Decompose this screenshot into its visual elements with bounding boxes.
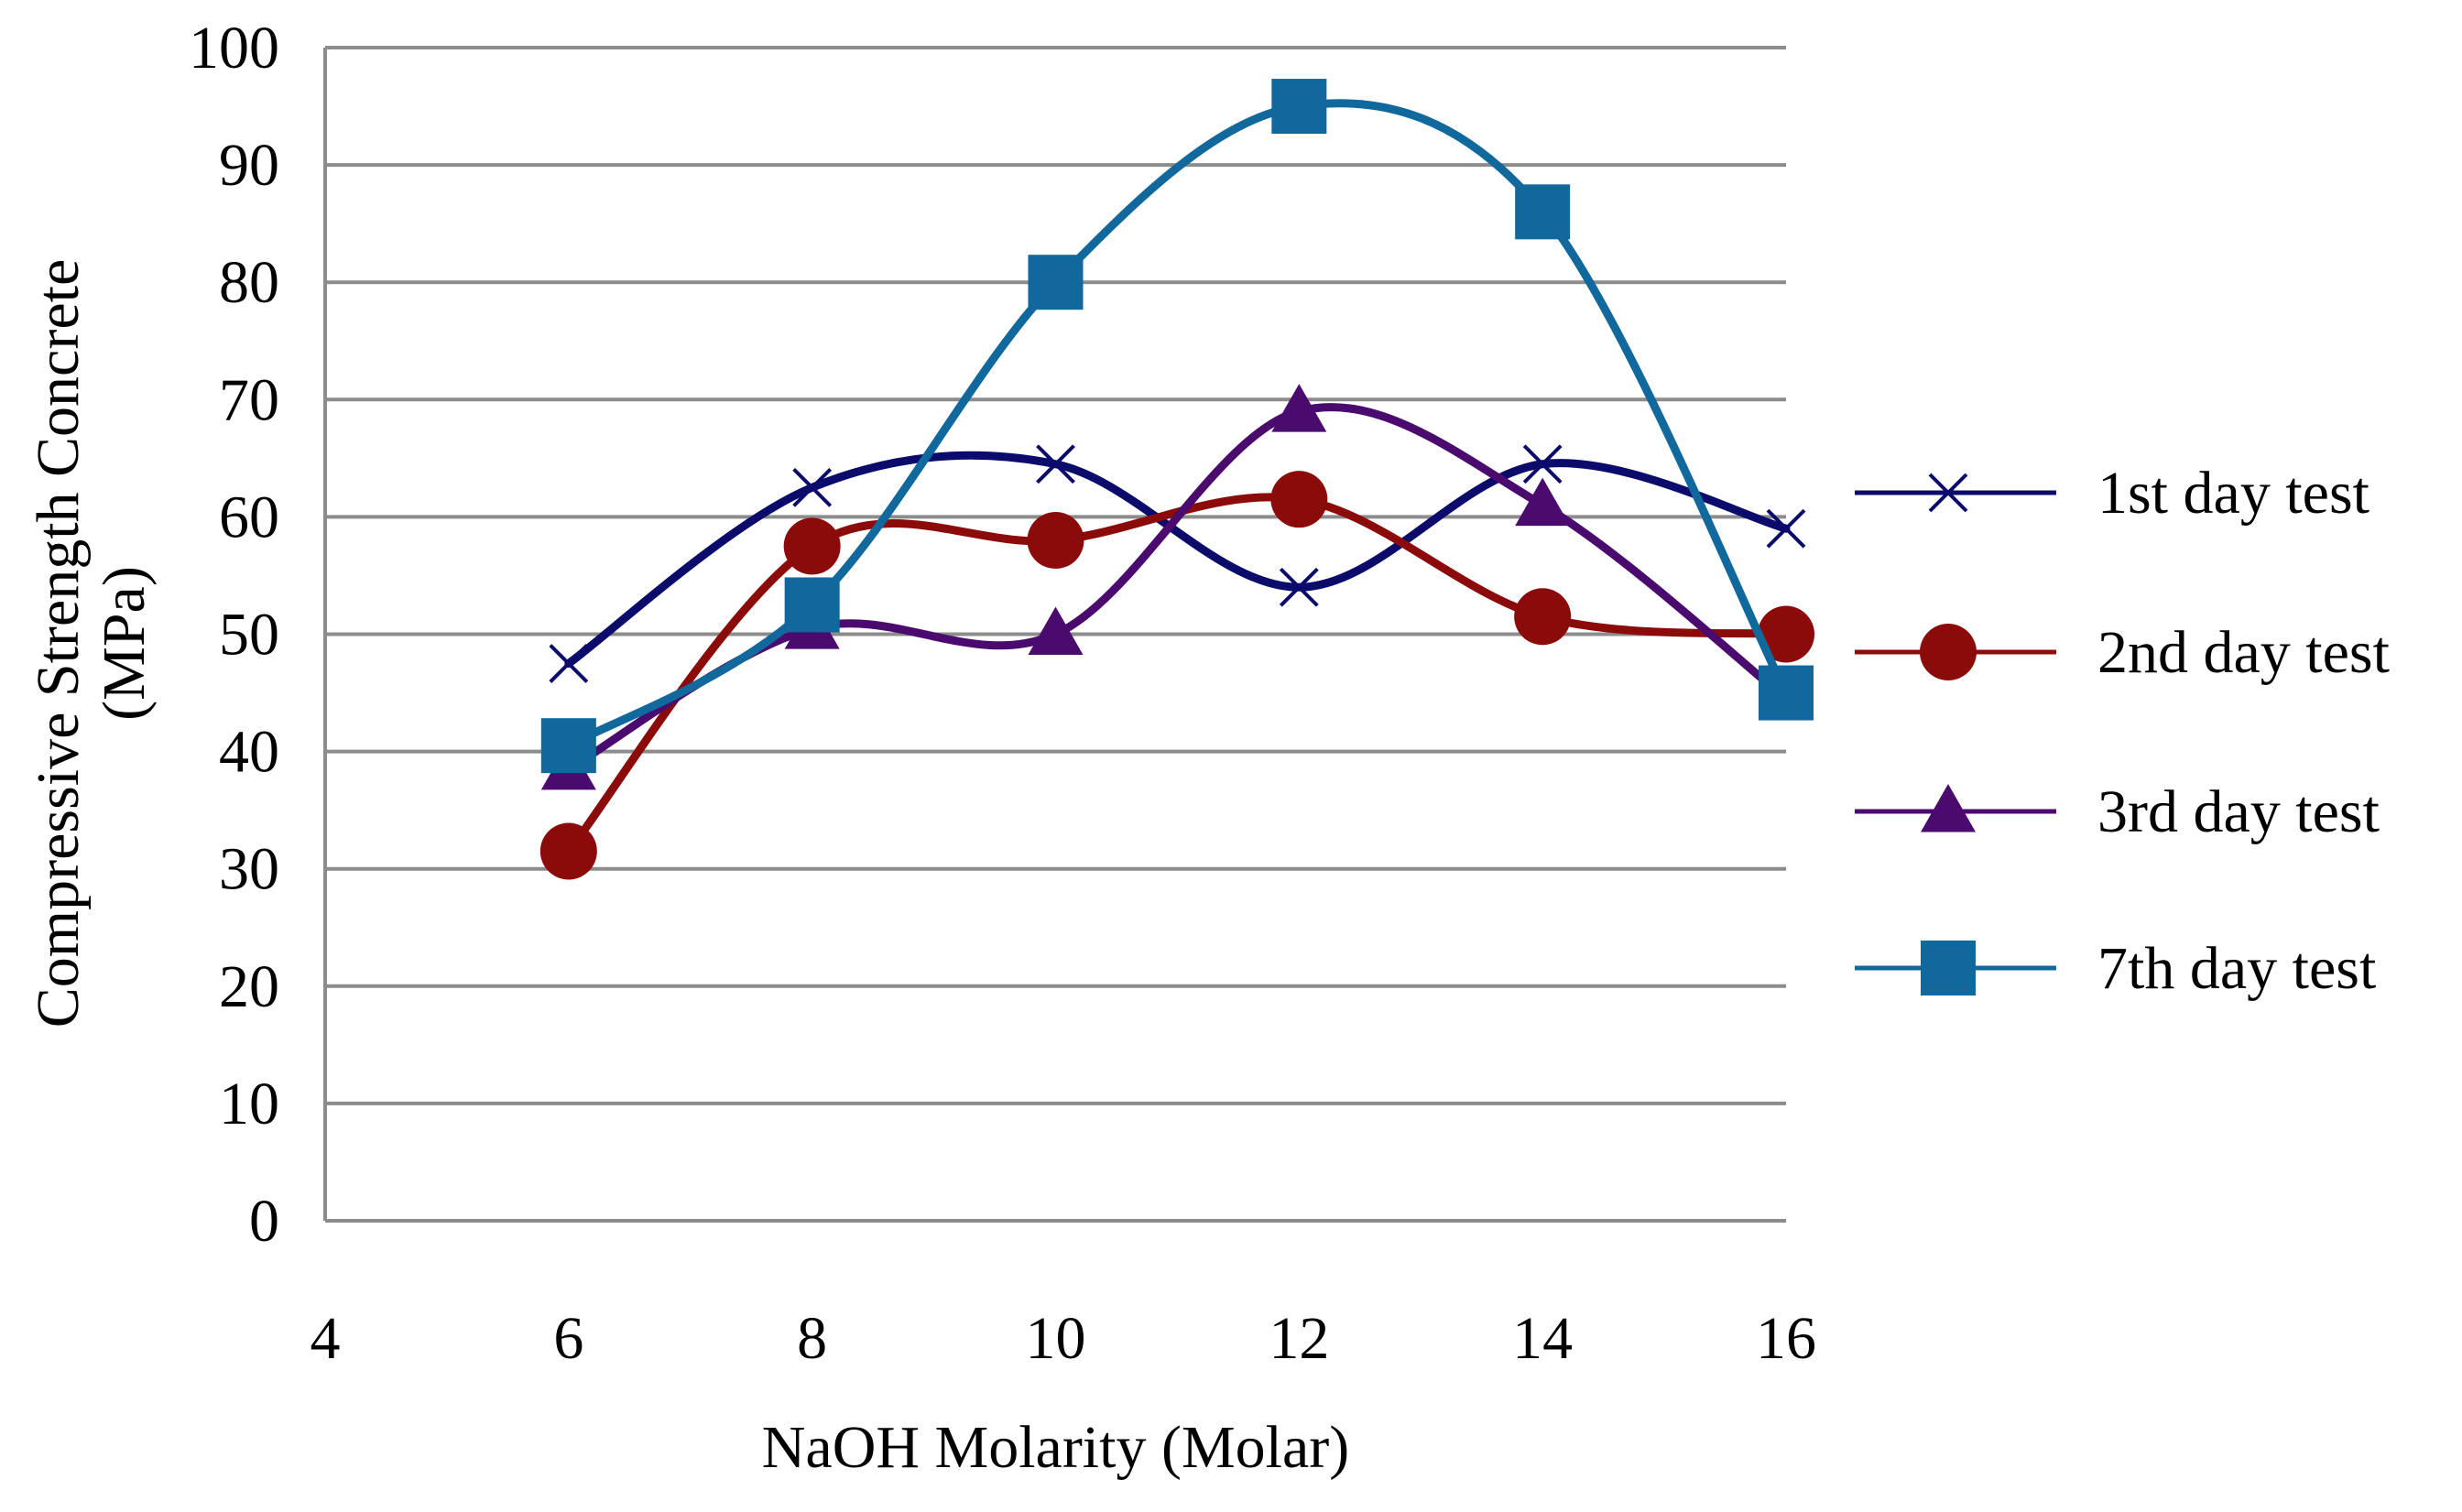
y-tick-label: 50 (219, 602, 279, 669)
legend-label: 2nd day test (2097, 619, 2390, 686)
y-tick-label: 80 (219, 249, 279, 316)
x-tick-label: 12 (1269, 1305, 1329, 1372)
data-point-square (540, 718, 596, 774)
x-tick-label: 8 (797, 1305, 827, 1372)
x-axis-title: NaOH Molarity (Molar) (762, 1414, 1350, 1481)
data-point-circle (783, 517, 841, 575)
y-tick-label: 40 (219, 719, 279, 786)
legend-item: 2nd day test (1855, 619, 2390, 686)
series-3 (540, 384, 1814, 790)
x-axis-ticks: 4 6 8 10 12 14 16 (310, 1305, 1817, 1372)
y-tick-label: 20 (219, 953, 279, 1020)
data-point-square (1515, 184, 1571, 240)
legend-marker-x (1928, 473, 1968, 513)
data-point-square (1028, 255, 1084, 310)
legend: 1st day test 2nd day test 3rd day test 7th … (1855, 460, 2390, 1002)
data-point-circle (539, 822, 597, 880)
x-tick-label: 6 (553, 1305, 583, 1372)
y-tick-label: 0 (249, 1188, 279, 1255)
x-tick-label: 14 (1512, 1305, 1573, 1372)
data-point-circle (1270, 471, 1328, 528)
legend-item: 7th day test (1855, 935, 2376, 1002)
data-point-circle (1514, 588, 1572, 646)
x-tick-label: 4 (310, 1305, 341, 1372)
y-axis-title-line: (MPa) (91, 566, 158, 721)
data-point-x (792, 467, 833, 507)
x-tick-label: 16 (1756, 1305, 1816, 1372)
legend-marker-circle (1920, 624, 1977, 680)
x-tick-label: 10 (1026, 1305, 1086, 1372)
series-group (539, 79, 1814, 880)
legend-marker-square (1921, 941, 1976, 995)
y-axis-title: Compressive Strength Concrete(MPa) (25, 259, 158, 1028)
series-line (564, 451, 1791, 669)
legend-label: 1st day test (2097, 460, 2369, 527)
data-point-circle (1758, 605, 1814, 663)
legend-label: 3rd day test (2097, 778, 2380, 845)
y-axis-title-line: Compressive Strength Concrete (25, 259, 92, 1028)
series-2 (539, 471, 1814, 880)
data-point-square (784, 577, 840, 633)
y-axis-ticks: 0 10 20 30 40 50 60 70 80 90 100 (189, 15, 279, 1255)
legend-item: 3rd day test (1855, 778, 2380, 845)
series-line (564, 99, 1791, 750)
series-1 (549, 444, 1806, 683)
series-4 (540, 79, 1814, 774)
legend-label: 7th day test (2097, 935, 2376, 1002)
series-line (564, 403, 1791, 774)
data-point-x (1522, 444, 1563, 484)
data-point-x (1279, 567, 1319, 607)
y-tick-label: 30 (219, 836, 279, 903)
data-point-circle (1027, 512, 1084, 570)
y-tick-label: 10 (219, 1071, 279, 1137)
y-tick-label: 90 (219, 132, 279, 199)
data-point-x (549, 644, 589, 683)
data-point-x (1036, 444, 1075, 484)
data-point-square (1759, 665, 1814, 721)
y-tick-label: 70 (219, 366, 279, 433)
y-tick-label: 60 (219, 484, 279, 550)
data-point-triangle (1515, 477, 1571, 527)
data-point-square (1271, 79, 1327, 135)
y-tick-label: 100 (189, 15, 279, 82)
legend-item: 1st day test (1855, 460, 2369, 527)
legend-marker-triangle (1921, 784, 1976, 832)
data-point-triangle (1028, 606, 1084, 655)
data-point-x (1766, 508, 1806, 549)
data-point-triangle (1271, 384, 1327, 432)
